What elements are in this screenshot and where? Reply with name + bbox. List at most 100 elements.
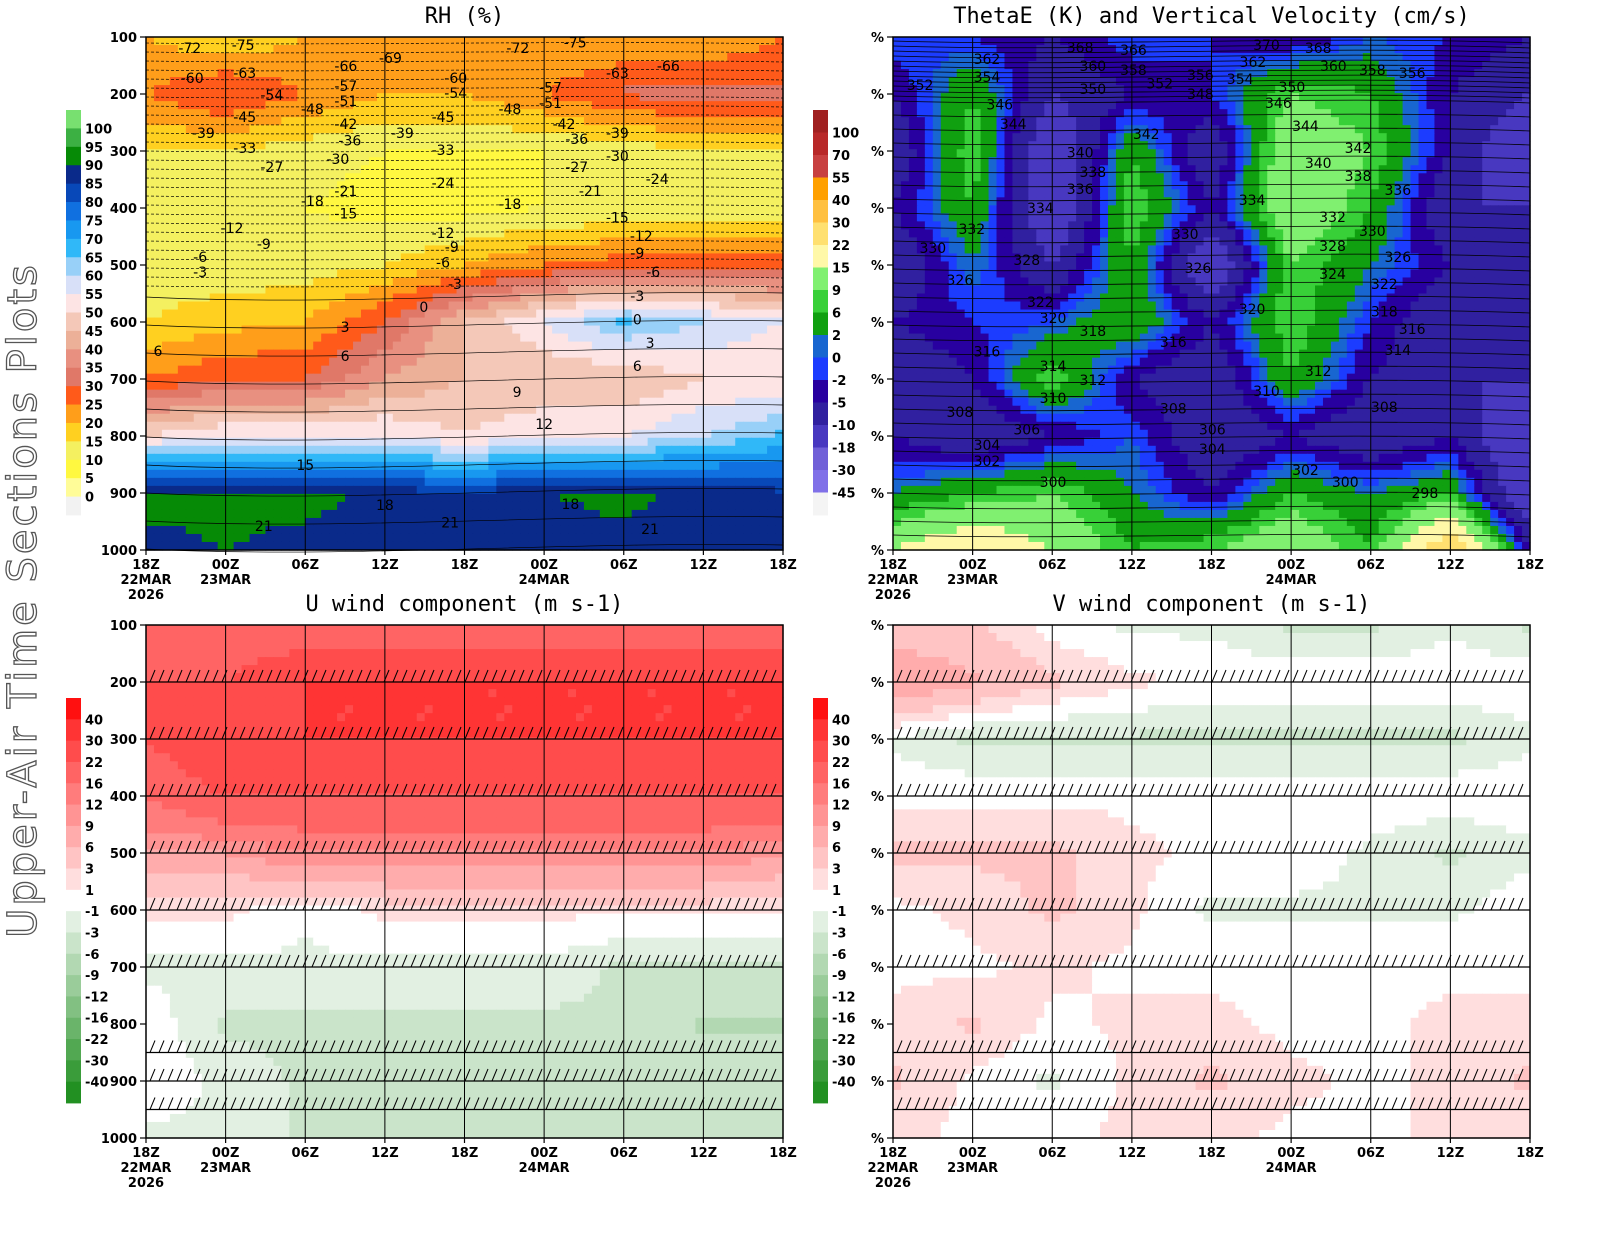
field-cell bbox=[337, 77, 346, 86]
field-cell bbox=[392, 461, 402, 471]
field-cell bbox=[313, 229, 322, 238]
field-cell bbox=[193, 261, 203, 271]
field-cell bbox=[217, 157, 227, 166]
field-cell bbox=[265, 389, 274, 399]
field-cell bbox=[655, 309, 665, 319]
field-cell bbox=[313, 85, 322, 94]
field-cell bbox=[257, 213, 267, 222]
field-cell bbox=[225, 141, 235, 150]
field-cell bbox=[392, 341, 402, 351]
field-cell bbox=[711, 93, 720, 102]
field-cell bbox=[353, 69, 362, 78]
field-cell bbox=[209, 325, 219, 335]
field-cell bbox=[416, 445, 426, 455]
field-cell bbox=[560, 61, 569, 70]
field-cell bbox=[281, 357, 290, 367]
field-cell bbox=[528, 221, 537, 230]
field-cell bbox=[257, 69, 267, 78]
field-cell bbox=[376, 125, 386, 134]
field-cell bbox=[647, 469, 657, 479]
field-cell bbox=[257, 421, 267, 431]
field-cell bbox=[384, 501, 394, 511]
field-cell bbox=[297, 365, 306, 375]
field-cell bbox=[408, 261, 418, 271]
field-cell bbox=[432, 205, 442, 214]
field-cell bbox=[432, 61, 442, 70]
field-cell bbox=[297, 381, 306, 391]
field-cell bbox=[241, 453, 251, 463]
field-cell bbox=[735, 45, 744, 54]
field-cell bbox=[289, 181, 298, 190]
field-cell bbox=[560, 77, 569, 86]
field-cell bbox=[337, 133, 346, 142]
field-cell bbox=[655, 365, 665, 375]
field-cell bbox=[424, 445, 434, 455]
field-cell bbox=[297, 413, 306, 423]
field-cell bbox=[305, 141, 314, 150]
field-cell bbox=[146, 373, 155, 383]
field-cell bbox=[552, 357, 561, 367]
field-cell bbox=[257, 133, 267, 142]
field-cell bbox=[575, 237, 585, 247]
field-cell bbox=[759, 141, 768, 150]
field-cell bbox=[512, 293, 521, 303]
field-cell bbox=[146, 125, 155, 134]
field-cell bbox=[177, 485, 187, 495]
field-cell bbox=[177, 173, 187, 182]
field-cell bbox=[329, 133, 338, 142]
field-cell bbox=[743, 349, 752, 359]
field-cell bbox=[329, 229, 338, 238]
field-cell bbox=[575, 213, 585, 222]
field-cell bbox=[456, 149, 466, 158]
field-cell bbox=[472, 165, 482, 174]
field-cell bbox=[297, 133, 306, 142]
field-cell bbox=[504, 349, 513, 359]
field-cell bbox=[520, 437, 529, 447]
field-cell bbox=[201, 461, 211, 471]
field-cell bbox=[265, 373, 274, 383]
field-cell bbox=[217, 213, 227, 222]
field-cell bbox=[639, 165, 649, 174]
field-cell bbox=[345, 117, 354, 126]
field-cell bbox=[703, 197, 712, 206]
field-cell bbox=[161, 533, 171, 543]
field-cell bbox=[639, 413, 649, 423]
field-cell bbox=[353, 85, 362, 94]
field-cell bbox=[345, 61, 354, 70]
field-cell bbox=[169, 317, 179, 327]
field-cell bbox=[536, 197, 545, 206]
field-cell bbox=[599, 93, 609, 102]
field-cell bbox=[440, 109, 450, 118]
field-cell bbox=[161, 229, 171, 238]
field-cell bbox=[591, 381, 601, 391]
field-cell bbox=[679, 109, 689, 118]
field-cell bbox=[623, 61, 633, 70]
field-cell bbox=[400, 53, 410, 62]
field-cell bbox=[552, 349, 561, 359]
field-cell bbox=[424, 213, 434, 222]
field-cell bbox=[480, 229, 489, 238]
field-cell bbox=[480, 437, 489, 447]
field-cell bbox=[631, 501, 641, 511]
field-cell bbox=[639, 261, 649, 271]
field-cell bbox=[615, 477, 625, 487]
field-cell bbox=[146, 277, 155, 287]
field-cell bbox=[337, 253, 346, 263]
field-cell bbox=[727, 61, 736, 70]
field-cell bbox=[767, 325, 776, 335]
field-cell bbox=[233, 93, 243, 102]
field-cell bbox=[560, 469, 569, 479]
field-cell bbox=[560, 109, 569, 118]
field-cell bbox=[591, 397, 601, 407]
field-cell bbox=[615, 453, 625, 463]
field-cell bbox=[560, 381, 569, 391]
field-cell bbox=[169, 37, 179, 46]
field-cell bbox=[201, 517, 211, 527]
field-cell bbox=[177, 197, 187, 206]
field-cell bbox=[615, 53, 625, 62]
field-cell bbox=[257, 205, 267, 214]
field-cell bbox=[743, 333, 752, 343]
field-cell bbox=[249, 277, 259, 287]
field-cell bbox=[241, 101, 251, 110]
field-cell bbox=[711, 109, 720, 118]
